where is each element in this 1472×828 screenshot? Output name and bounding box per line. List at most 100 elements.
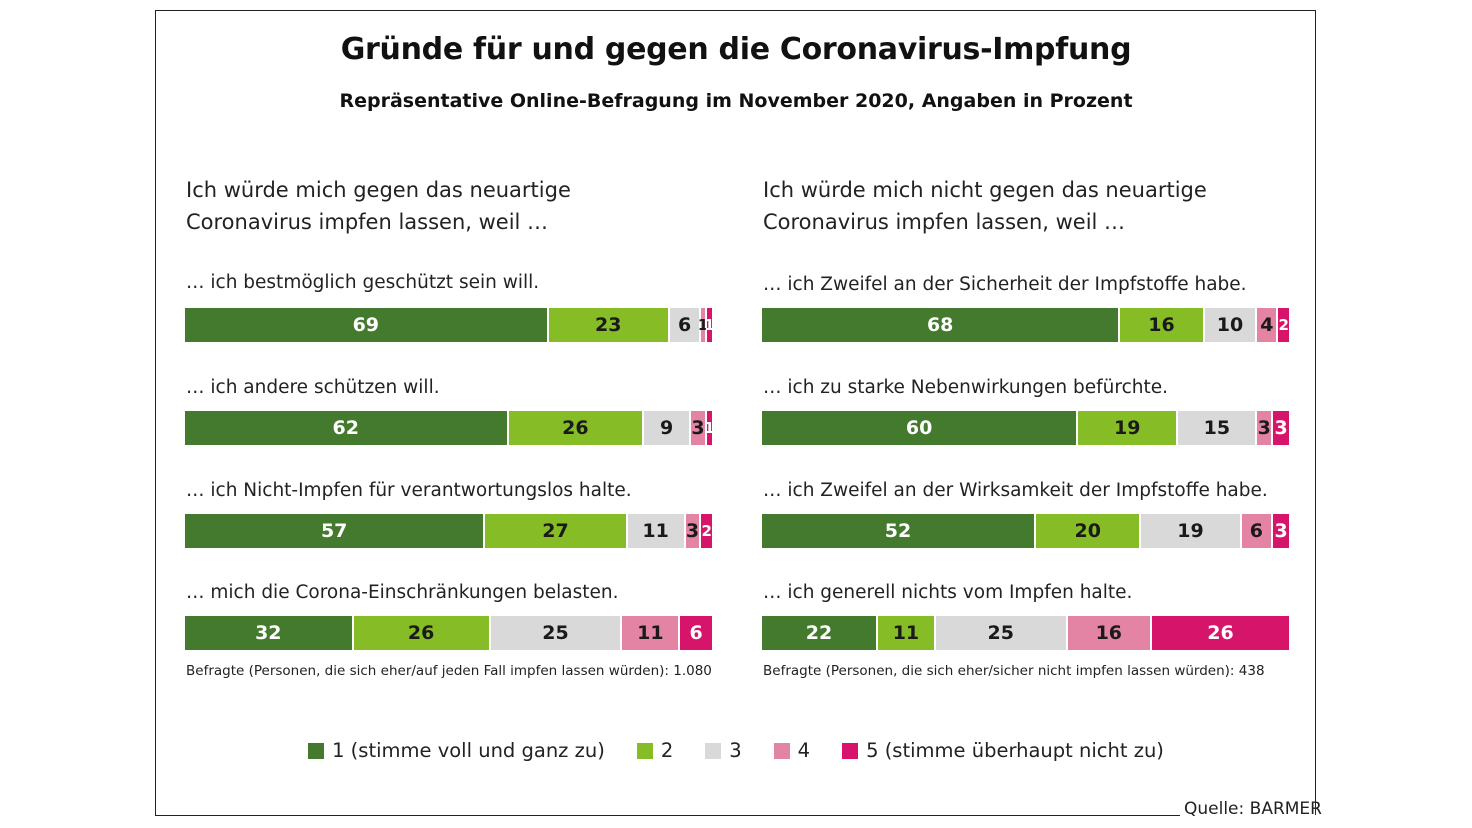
right-bar-3-segment-3: 19 xyxy=(1141,514,1242,548)
legend-swatch-5 xyxy=(842,742,859,759)
right-bar-2-segment-4: 3 xyxy=(1257,411,1274,445)
right-bar-3-value-label-3: 19 xyxy=(1177,520,1204,542)
right-bar-2-value-label-2: 19 xyxy=(1114,417,1141,439)
left-bar-2-segment-3: 9 xyxy=(644,411,692,445)
right-bar-2-value-label-4: 3 xyxy=(1257,417,1271,439)
legend-item-3: 3 xyxy=(705,739,742,762)
left-bar-3-segment-5: 2 xyxy=(701,514,712,548)
right-bar-2-value-label-3: 15 xyxy=(1203,417,1231,439)
legend-label-5: 5 (stimme überhaupt nicht zu) xyxy=(866,739,1164,762)
right-question-label-3: … ich Zweifel an der Wirksamkeit der Imp… xyxy=(763,480,1268,501)
left-bar-2-value-label-2: 26 xyxy=(562,417,589,439)
left-bar-1-value-label-3: 6 xyxy=(678,314,692,336)
right-question-label-4: … ich generell nichts vom Impfen halte. xyxy=(763,582,1133,603)
right-bar-1-value-label-5: 2 xyxy=(1278,316,1289,334)
left-question-label-4: … mich die Corona-Einschränkungen belast… xyxy=(186,582,619,603)
left-bar-1-segment-5: 1 xyxy=(704,308,715,342)
left-bar-4-value-label-1: 32 xyxy=(255,622,282,644)
legend-swatch-2 xyxy=(636,742,653,759)
legend-label-4: 4 xyxy=(797,739,811,762)
left-bar-4-segment-3: 25 xyxy=(490,616,623,650)
right-bar-1-segment-4: 4 xyxy=(1257,308,1279,342)
right-bar-3-value-label-5: 3 xyxy=(1274,520,1288,542)
right-bar-4-value-label-4: 16 xyxy=(1095,622,1123,644)
right-bar-2-segment-2: 19 xyxy=(1078,411,1179,445)
chart-title: Gründe für und gegen die Coronavirus-Imp… xyxy=(340,32,1132,67)
chart-frame xyxy=(155,10,1316,815)
left-bar-3-segment-1: 57 xyxy=(185,514,486,548)
left-bar-2-value-label-5: 1 xyxy=(704,419,715,437)
left-bar-3-value-label-4: 3 xyxy=(685,520,700,542)
right-bar-3-value-label-4: 6 xyxy=(1249,520,1263,542)
left-bar-row-1: 69 23 6 1 1 xyxy=(185,308,715,342)
right-panel-heading: Ich würde mich nicht gegen das neuartige… xyxy=(763,174,1207,238)
left-bar-1-segment-3: 6 xyxy=(669,308,702,342)
right-bar-1-segment-5: 2 xyxy=(1278,308,1289,342)
source-label: Quelle: BARMER xyxy=(1184,799,1322,819)
left-bar-1-value-label-5: 1 xyxy=(704,316,715,334)
right-bar-4-segment-3: 25 xyxy=(935,616,1068,650)
legend-item-5: 5 (stimme überhaupt nicht zu) xyxy=(842,739,1164,762)
legend-item-2: 2 xyxy=(636,739,674,762)
left-bar-2-value-label-1: 62 xyxy=(332,417,359,439)
left-bar-2-value-label-4: 3 xyxy=(691,417,705,439)
legend-label-3: 3 xyxy=(729,739,742,762)
right-panel-note: Befragte (Personen, die sich eher/sicher… xyxy=(763,663,1265,679)
legend-swatch-1 xyxy=(308,742,325,759)
left-bar-3-segment-4: 3 xyxy=(685,514,702,548)
chart-subtitle: Repräsentative Online-Befragung im Novem… xyxy=(339,90,1133,112)
right-bar-1-segment-3: 10 xyxy=(1204,308,1258,342)
right-bar-4-segment-2: 11 xyxy=(877,616,936,650)
right-question-label-1: … ich Zweifel an der Sicherheit der Impf… xyxy=(763,274,1247,295)
right-bar-4-value-label-3: 25 xyxy=(987,622,1014,644)
right-bar-3-value-label-2: 20 xyxy=(1074,520,1101,542)
right-bar-4-value-label-2: 11 xyxy=(892,622,920,644)
legend: 1 (stimme voll und ganz zu) 2 3 4 5 (sti… xyxy=(0,739,1472,762)
left-question-label-1: … ich bestmöglich geschützt sein will. xyxy=(186,272,540,293)
left-question-label-3: … ich Nicht-Impfen für verantwortungslos… xyxy=(186,480,632,501)
left-bar-1-value-label-2: 23 xyxy=(595,314,622,336)
right-bar-4-segment-1: 22 xyxy=(762,616,878,650)
right-bar-1-segment-1: 68 xyxy=(762,308,1121,342)
left-bar-4-value-label-3: 25 xyxy=(542,622,569,644)
right-bar-1-value-label-2: 16 xyxy=(1148,314,1175,336)
right-question-label-2: … ich zu starke Nebenwirkungen befürchte… xyxy=(763,377,1169,398)
left-bar-3-value-label-3: 11 xyxy=(642,520,669,542)
left-bar-4-segment-4: 11 xyxy=(622,616,681,650)
right-bar-1-value-label-4: 4 xyxy=(1260,314,1274,336)
right-bar-row-1: 68 16 10 4 2 xyxy=(762,308,1289,342)
right-bar-2-value-label-1: 60 xyxy=(905,417,933,439)
left-bar-4-value-label-2: 26 xyxy=(407,622,435,644)
left-bar-1-segment-4: 1 xyxy=(697,308,709,342)
right-bar-3-segment-5: 3 xyxy=(1273,514,1289,548)
left-bar-row-3: 57 27 11 3 2 xyxy=(185,514,712,548)
right-panel-heading-line2: Coronavirus impfen lassen, weil … xyxy=(763,210,1126,234)
left-bar-4-segment-2: 26 xyxy=(353,616,491,650)
left-bar-2-value-label-3: 9 xyxy=(660,417,674,439)
right-bar-2-segment-5: 3 xyxy=(1273,411,1289,445)
left-bar-3-segment-2: 27 xyxy=(485,514,628,548)
right-bar-row-4: 22 11 25 16 26 xyxy=(762,616,1289,650)
right-bar-2-segment-3: 15 xyxy=(1178,411,1258,445)
left-bar-1-segment-1: 69 xyxy=(185,308,549,342)
right-bar-1-value-label-3: 10 xyxy=(1216,314,1244,336)
legend-swatch-4 xyxy=(773,742,790,759)
right-bar-4-value-label-1: 22 xyxy=(805,622,833,644)
left-bar-3-value-label-1: 57 xyxy=(320,520,348,542)
right-bar-3-segment-1: 52 xyxy=(762,514,1037,548)
right-bar-4-segment-5: 26 xyxy=(1151,616,1289,650)
right-bar-2-segment-1: 60 xyxy=(762,411,1079,445)
right-bar-row-2: 60 19 15 3 3 xyxy=(762,411,1289,445)
left-panel-heading-line1: Ich würde mich gegen das neuartige xyxy=(186,178,571,202)
right-bar-2-value-label-5: 3 xyxy=(1274,417,1288,439)
left-bar-4-value-label-4: 11 xyxy=(637,622,664,644)
legend-label-2: 2 xyxy=(660,739,674,762)
right-bar-1-segment-2: 16 xyxy=(1120,308,1205,342)
left-bar-1-segment-2: 23 xyxy=(548,308,670,342)
left-question-label-2: … ich andere schützen will. xyxy=(186,377,440,398)
left-bar-3-segment-3: 11 xyxy=(627,514,686,548)
left-bar-4-value-label-5: 6 xyxy=(689,622,703,644)
left-panel-heading-line2: Coronavirus impfen lassen, weil … xyxy=(186,210,549,234)
left-bar-2-segment-5: 1 xyxy=(704,411,715,445)
left-bar-1-value-label-4: 1 xyxy=(697,316,709,334)
